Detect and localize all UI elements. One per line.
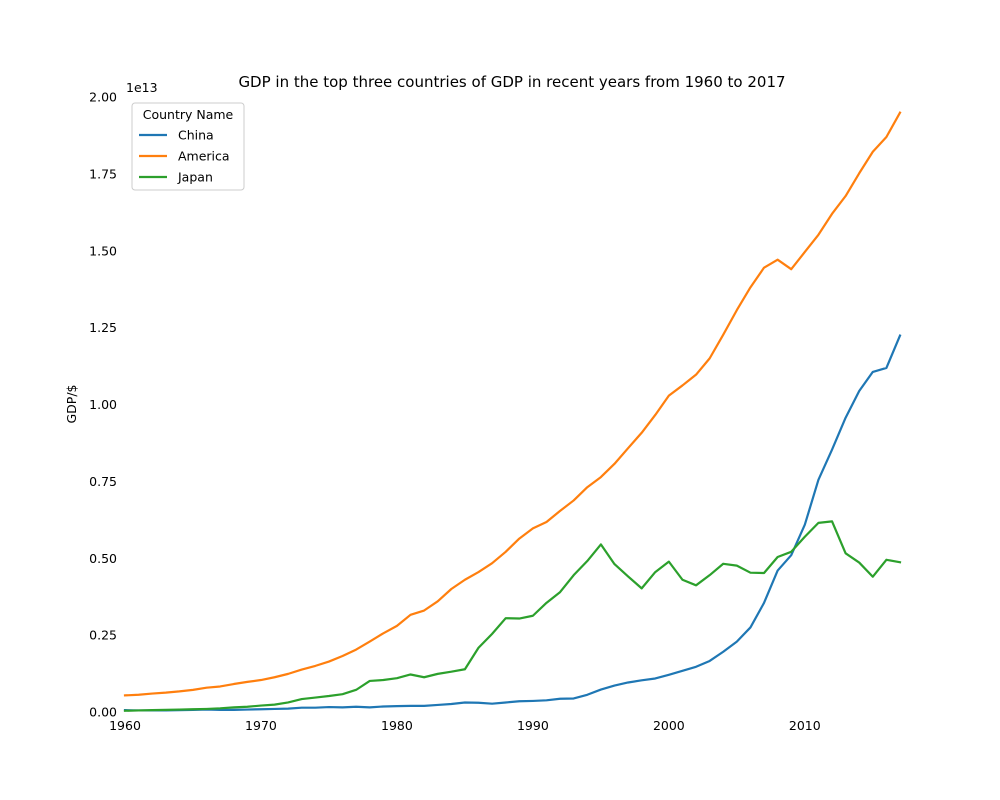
y-tick-label: 0.50: [89, 551, 117, 566]
series-line-japan: [123, 520, 902, 712]
y-multiplier-label: 1e13: [126, 80, 158, 95]
legend-items: China America Japan: [139, 128, 230, 185]
x-tick-label: 1970: [245, 718, 277, 733]
y-tick-label: 1.00: [89, 397, 117, 412]
x-tick-label: 1990: [517, 718, 549, 733]
legend: Country Name China America Japan: [131, 102, 245, 191]
y-axis-ticks: 0.00 0.25 0.50 0.75 1.00 1.25 1.50 1.75 2.00: [89, 90, 117, 720]
y-tick-label: 1.50: [89, 243, 117, 258]
chart-title: GDP in the top three countries of GDP in…: [238, 73, 785, 91]
legend-label-china: China: [178, 128, 214, 143]
y-tick-label: 2.00: [89, 90, 117, 105]
legend-label-japan: Japan: [177, 170, 213, 185]
y-tick-label: 1.25: [89, 320, 117, 335]
y-tick-label: 0.25: [89, 628, 117, 643]
series-line-america: [123, 111, 902, 697]
x-axis-ticks: 1960 1970 1980 1990 2000 2010: [109, 718, 821, 733]
y-tick-label: 0.75: [89, 474, 117, 489]
legend-label-america: America: [178, 149, 230, 164]
x-tick-label: 2010: [789, 718, 821, 733]
x-tick-label: 1980: [381, 718, 413, 733]
y-axis-label: GDP/$: [64, 384, 79, 423]
y-tick-label: 1.75: [89, 166, 117, 181]
x-tick-label: 2000: [653, 718, 685, 733]
y-tick-label: 0.00: [89, 705, 117, 720]
legend-box: [131, 102, 245, 191]
x-tick-label: 1960: [109, 718, 141, 733]
legend-title: Country Name: [143, 107, 234, 122]
series-line-china: [123, 334, 902, 712]
series-lines: [123, 111, 902, 712]
